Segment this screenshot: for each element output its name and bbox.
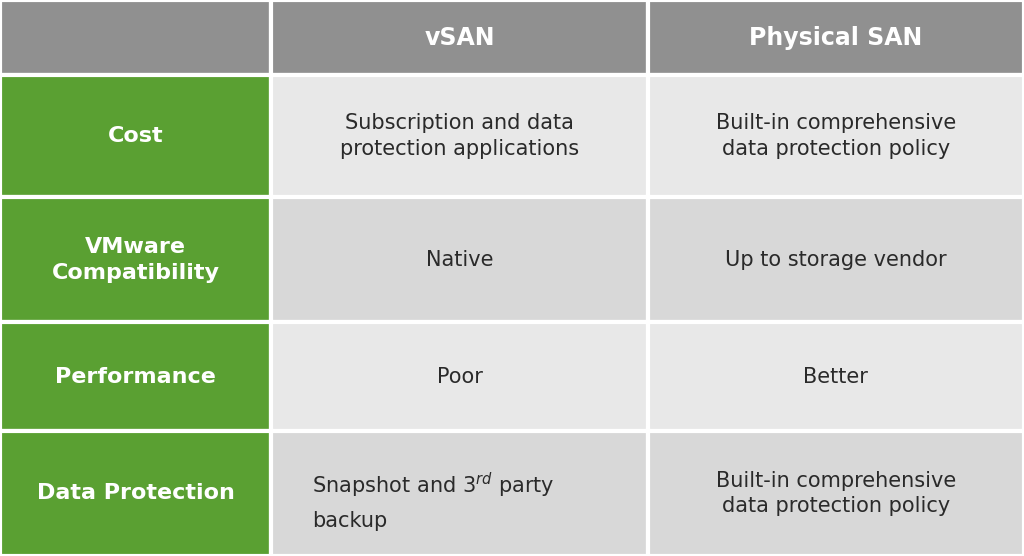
Text: Up to storage vendor: Up to storage vendor xyxy=(725,250,946,270)
Bar xyxy=(0,75,271,197)
Bar xyxy=(271,431,648,556)
Bar xyxy=(0,431,271,556)
Bar xyxy=(271,322,648,431)
Text: Snapshot and 3$^{rd}$ party: Snapshot and 3$^{rd}$ party xyxy=(312,470,555,500)
Text: vSAN: vSAN xyxy=(424,26,495,49)
Bar xyxy=(271,197,648,322)
Text: backup: backup xyxy=(312,511,387,531)
Text: Built-in comprehensive
data protection policy: Built-in comprehensive data protection p… xyxy=(716,113,956,159)
Bar xyxy=(0,197,271,322)
Text: Built-in comprehensive
data protection policy: Built-in comprehensive data protection p… xyxy=(716,470,956,517)
Text: Native: Native xyxy=(426,250,494,270)
Text: Poor: Poor xyxy=(436,367,482,386)
Text: Data Protection: Data Protection xyxy=(37,484,234,503)
Text: VMware
Compatibility: VMware Compatibility xyxy=(51,237,220,283)
Bar xyxy=(647,322,1024,431)
Bar xyxy=(271,0,648,75)
Text: Better: Better xyxy=(804,367,868,386)
Bar xyxy=(0,0,271,75)
Text: Physical SAN: Physical SAN xyxy=(750,26,923,49)
Text: Subscription and data
protection applications: Subscription and data protection applica… xyxy=(340,113,580,159)
Bar xyxy=(647,431,1024,556)
Text: Performance: Performance xyxy=(55,367,216,386)
Bar xyxy=(647,75,1024,197)
Bar xyxy=(0,322,271,431)
Bar xyxy=(647,197,1024,322)
Bar xyxy=(647,0,1024,75)
Text: Cost: Cost xyxy=(108,126,164,146)
Bar xyxy=(271,75,648,197)
